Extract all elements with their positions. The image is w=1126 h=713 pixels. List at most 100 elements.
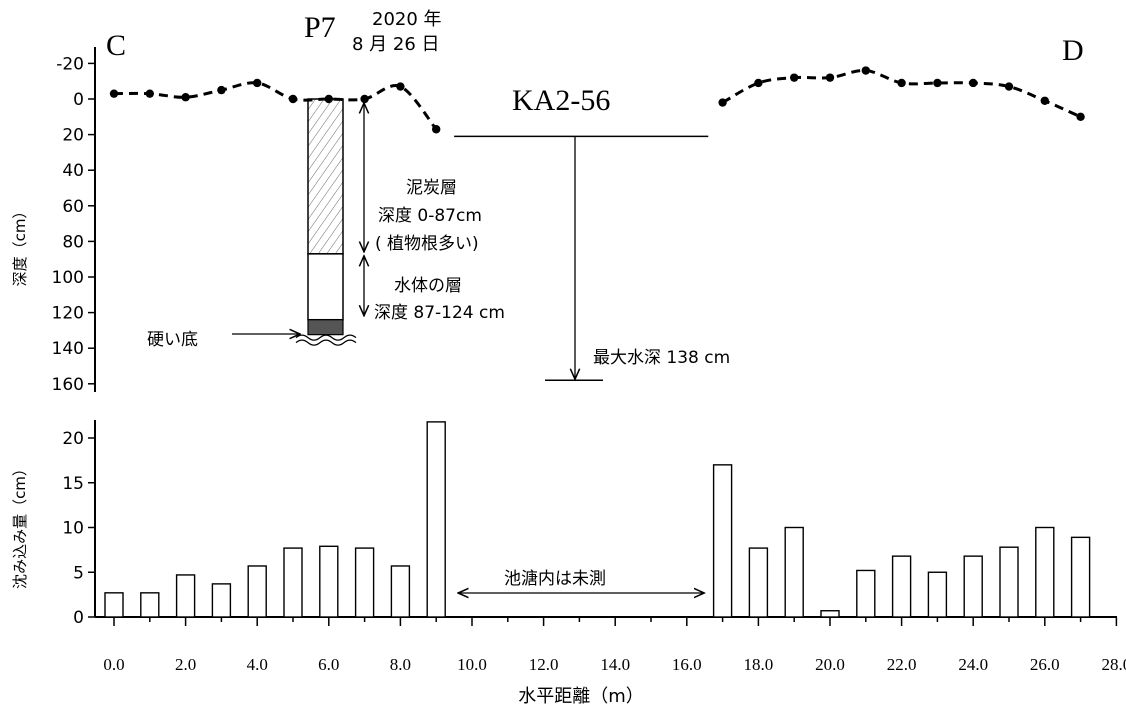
- subsidence-tick-label: 15: [62, 474, 84, 494]
- survey-point: [933, 78, 942, 88]
- depth-axis: -20 0 20 40 60 80 100 120 140 160: [52, 47, 96, 395]
- subsidence-bar: [354, 547, 375, 618]
- wavy-bottom-line: [295, 334, 357, 341]
- depth-tick-label: 0: [73, 90, 84, 110]
- subsidence-tick-label: 10: [62, 519, 84, 539]
- subsidence-bar: [999, 546, 1019, 618]
- date-line-2: 8 月 26 日: [352, 34, 440, 55]
- max-depth-label: 最大水深 138 cm: [593, 348, 730, 368]
- peat-layer: [307, 98, 344, 255]
- subsidence-bar: [211, 583, 232, 618]
- depth-tick-label: 160: [52, 375, 84, 395]
- subsidence-bar: [891, 555, 912, 618]
- x-tick-label: 16.0: [672, 655, 702, 674]
- subsidence-bar: [820, 610, 840, 618]
- subsidence-bar: [963, 555, 983, 618]
- peat-note: ( 植物根多い): [375, 234, 479, 254]
- survey-point: [217, 85, 226, 95]
- subsidence-bar: [390, 565, 411, 618]
- label-d: D: [1062, 34, 1084, 67]
- x-tick-label: 28.0: [1102, 655, 1126, 674]
- subsidence-bar: [748, 547, 769, 618]
- subsidence-tick-label: 5: [73, 563, 84, 583]
- depth-tick-label: 80: [62, 232, 84, 252]
- x-tick-label: 10.0: [457, 655, 487, 674]
- date-line-1: 2020 年: [372, 9, 442, 30]
- water-depth: 深度 87-124 cm: [374, 303, 505, 323]
- water-layer: [307, 253, 344, 321]
- survey-point: [396, 82, 405, 91]
- x-tick-label: 14.0: [600, 655, 630, 674]
- wavy-bottom-line: [295, 339, 357, 346]
- subsidence-bar: [927, 571, 948, 618]
- subsidence-bar: [712, 464, 733, 618]
- peat-title: 泥炭層: [406, 178, 457, 198]
- hard-bottom-layer: [307, 319, 344, 336]
- x-tick-label: 18.0: [744, 655, 774, 674]
- subsidence-tick-label: 0: [73, 608, 84, 628]
- water-title: 水体の層: [394, 276, 462, 296]
- subsidence-axes: 0 5 10 15 20 0.0 2.0 4.0 6.0 8.0 10.0 12.0 14.0 16.0 1…: [62, 420, 1126, 674]
- survey-point: [825, 73, 835, 82]
- survey-point: [145, 89, 154, 98]
- survey-point: [1040, 96, 1050, 105]
- hard-bottom-label: 硬い底: [147, 330, 198, 350]
- ground-surface-line: [113, 81, 438, 131]
- depth-tick-label: 120: [52, 304, 84, 324]
- survey-point: [790, 73, 799, 82]
- subsidence-tick-label: 20: [62, 429, 84, 449]
- pond-depth-marker: [454, 135, 709, 381]
- survey-point: [360, 94, 369, 104]
- label-c: C: [106, 29, 126, 62]
- survey-point: [253, 78, 262, 88]
- survey-point: [861, 66, 870, 75]
- x-tick-label: 12.0: [529, 655, 559, 674]
- x-tick-label: 0.0: [103, 655, 124, 674]
- depth-axis-title: 深度（cm）: [11, 204, 29, 287]
- subsidence-bar: [140, 592, 160, 618]
- subsidence-bar: [319, 545, 339, 618]
- survey-point: [432, 125, 441, 134]
- x-tick-label: 4.0: [247, 655, 268, 674]
- depth-tick-label: 20: [62, 126, 84, 146]
- x-tick-label: 2.0: [175, 655, 196, 674]
- x-tick-label: 6.0: [318, 655, 339, 674]
- subsidence-bar: [283, 547, 303, 618]
- x-tick-label: 26.0: [1030, 655, 1060, 674]
- subsidence-axis-title: 沈み込み量（cm）: [11, 461, 29, 589]
- subsidence-bar: [104, 592, 124, 618]
- subsidence-bar: [1070, 536, 1091, 618]
- subsidence-bar: [856, 569, 876, 618]
- subsidence-bar-chart: 0 5 10 15 20 0.0 2.0 4.0 6.0 8.0 10.0 12.0 14.0 16.0 1…: [11, 420, 1126, 707]
- survey-point: [109, 89, 119, 98]
- subsidence-bar: [247, 565, 267, 618]
- depth-tick-label: 60: [62, 197, 84, 217]
- x-tick-label: 20.0: [815, 655, 845, 674]
- x-tick-label: 8.0: [390, 655, 411, 674]
- depth-tick-label: 40: [62, 161, 84, 181]
- pit-id: P7: [304, 11, 336, 44]
- subsidence-bar: [1035, 526, 1055, 618]
- x-axis-title: 水平距離（m）: [518, 686, 644, 707]
- survey-point: [754, 78, 763, 88]
- subsidence-bar: [784, 526, 804, 618]
- depth-profile-chart: -20 0 20 40 60 80 100 120 140 160 深度（cm） C D P7 2…: [11, 9, 1085, 395]
- survey-point: [1004, 82, 1014, 91]
- survey-point: [897, 78, 906, 88]
- survey-point: [969, 78, 978, 88]
- survey-point: [1076, 112, 1085, 122]
- survey-point: [718, 98, 727, 107]
- peat-depth: 深度 0-87cm: [378, 206, 482, 226]
- unmeasured-label: 池溏内は未測: [504, 569, 606, 589]
- survey-point: [288, 94, 298, 104]
- pond-id: KA2-56: [512, 84, 610, 117]
- depth-tick-label: 140: [52, 339, 84, 359]
- soil-profile-column: [295, 98, 357, 346]
- depth-tick-label: -20: [56, 54, 84, 74]
- subsidence-bar: [426, 421, 446, 618]
- x-tick-label: 24.0: [958, 655, 988, 674]
- subsidence-bars: [104, 421, 1091, 618]
- survey-point: [181, 93, 190, 102]
- depth-tick-label: 100: [52, 268, 84, 288]
